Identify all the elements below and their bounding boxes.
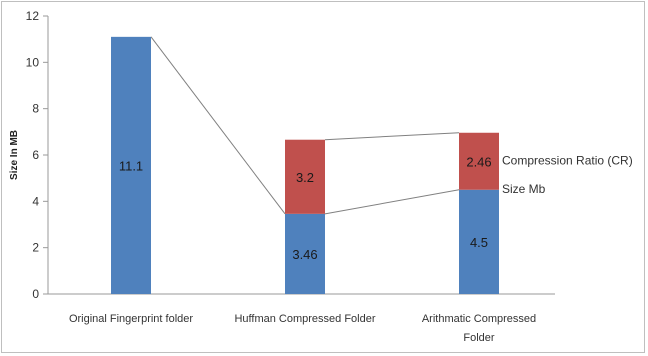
series-line-size-mb bbox=[150, 36, 286, 215]
y-tick-label: 8 bbox=[32, 102, 39, 116]
data-label-compression-ratio: 3.2 bbox=[296, 170, 314, 185]
y-tick-label: 10 bbox=[26, 55, 40, 69]
x-category-label: Huffman Compressed Folder bbox=[234, 313, 375, 325]
series-lines-layer bbox=[150, 36, 460, 215]
y-tick-label: 12 bbox=[26, 9, 40, 23]
bar-size-mb bbox=[111, 36, 151, 294]
data-label-size-mb: 4.5 bbox=[470, 235, 488, 250]
y-tick-label: 6 bbox=[32, 148, 39, 162]
data-label-size-mb: 11.1 bbox=[119, 158, 143, 173]
series-line-compression-ratio bbox=[324, 132, 460, 141]
legend-entry-size-mb: Size Mb bbox=[502, 182, 546, 196]
bar-compression-ratio bbox=[459, 132, 499, 190]
y-tick-label: 4 bbox=[32, 194, 39, 208]
data-label-compression-ratio: 2.46 bbox=[466, 154, 491, 169]
data-label-size-mb: 3.46 bbox=[292, 247, 317, 262]
x-category-label: Folder bbox=[463, 332, 495, 344]
labels-layer: 11.1 3.46 3.2 4.5 2.46 Compression Ratio (CR)… bbox=[119, 153, 633, 262]
y-axis-title: Size In MB bbox=[9, 130, 20, 180]
bars-layer bbox=[111, 36, 499, 294]
y-tick-label: 2 bbox=[32, 241, 39, 255]
legend-entry-compression-ratio: Compression Ratio (CR) bbox=[502, 153, 633, 167]
bar-size-mb bbox=[459, 189, 499, 294]
x-category-label: Arithmatic Compressed bbox=[422, 313, 536, 325]
bar-compression-ratio bbox=[285, 139, 325, 214]
bar-size-mb bbox=[285, 213, 325, 294]
x-category-label: Original Fingerprint folder bbox=[69, 313, 193, 325]
series-line-size-mb bbox=[324, 189, 460, 215]
y-tick-label: 0 bbox=[32, 287, 39, 301]
